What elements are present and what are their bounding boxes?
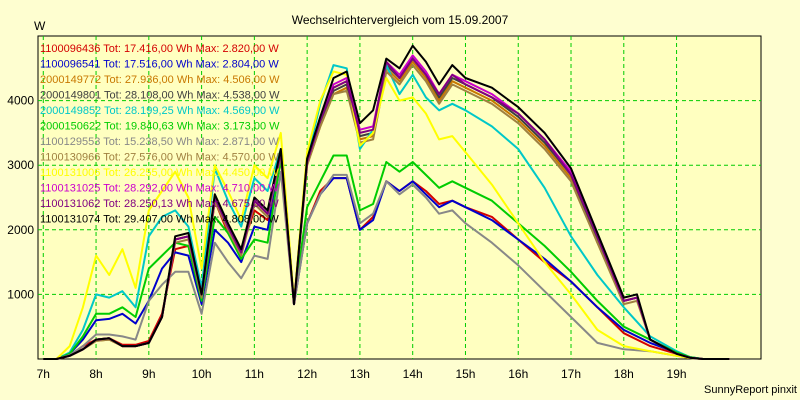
- y-tick-labels: 1000 2000 3000 4000: [7, 94, 34, 302]
- x-tick-label: 18h: [614, 367, 634, 381]
- series-line: [43, 44, 730, 360]
- footer-text: SunnyReport pinxit: [704, 384, 797, 396]
- series-line: [43, 70, 730, 360]
- x-tick-label: 10h: [192, 367, 212, 381]
- x-tick-label: 11h: [245, 367, 264, 381]
- legend-entry: 2000149852 Tot: 28.199,25 Wh Max: 4.569,…: [40, 105, 280, 117]
- legend-entry: 2000150622 Tot: 19.840,63 Wh Max: 3.173,…: [40, 121, 280, 133]
- legend-entry: 2000149772 Tot: 27.936,00 Wh Max: 4.506,…: [40, 74, 280, 86]
- legend-entry: 1100131062 Tot: 28.250,13 Wh Max: 4.675,…: [40, 198, 279, 210]
- y-tick-label: 3000: [7, 158, 34, 172]
- x-tick-label: 16h: [508, 367, 528, 381]
- legend-entry: 1100131074 Tot: 29.407,00 Wh Max: 4.808,…: [40, 214, 279, 226]
- legend-entry: 1100130966 Tot: 27.576,00 Wh Max: 4.570,…: [40, 152, 279, 164]
- legend-entry: 1100096436 Tot: 17.416,00 Wh Max: 2.820,…: [40, 43, 279, 55]
- x-tick-label: 14h: [403, 367, 423, 381]
- series-line: [43, 170, 730, 360]
- x-tick-label: 15h: [455, 367, 475, 381]
- legend-entry: 1100096541 Tot: 17.516,00 Wh Max: 2.804,…: [40, 59, 279, 71]
- legend-entry: 2000149801 Tot: 28.108,00 Wh Max: 4.538,…: [40, 90, 280, 102]
- x-tick-labels: 7h 8h 9h 10h 11h 12h 13h 14h 15h 16h 17h 18h 19h: [37, 367, 687, 381]
- legend-entry: 1100131006 Tot: 26.255,00 Wh Max: 4.450,…: [40, 167, 279, 179]
- x-tick-label: 9h: [142, 367, 155, 381]
- x-tick-label: 19h: [667, 367, 687, 381]
- x-tick-label: 12h: [297, 367, 317, 381]
- chart-title: Wechselrichtervergleich vom 15.09.2007: [292, 13, 509, 27]
- series-lines: [43, 44, 730, 360]
- y-tick-label: 2000: [7, 223, 34, 237]
- legend-entry: 1100129553 Tot: 15.238,50 Wh Max: 2.871,…: [40, 136, 279, 148]
- y-axis-label: W: [34, 19, 46, 33]
- y-tick-label: 4000: [7, 94, 34, 108]
- x-tick-label: 8h: [89, 367, 102, 381]
- legend: 1100096436 Tot: 17.416,00 Wh Max: 2.820,…: [40, 43, 280, 226]
- x-tick-label: 13h: [350, 367, 370, 381]
- series-line: [43, 154, 730, 360]
- x-tick-label: 17h: [561, 367, 581, 381]
- grid: [38, 36, 761, 359]
- legend-entry: 1100131025 Tot: 28.292,00 Wh Max: 4.710,…: [40, 183, 279, 195]
- y-tick-label: 1000: [7, 287, 34, 301]
- x-tick-label: 7h: [37, 367, 50, 381]
